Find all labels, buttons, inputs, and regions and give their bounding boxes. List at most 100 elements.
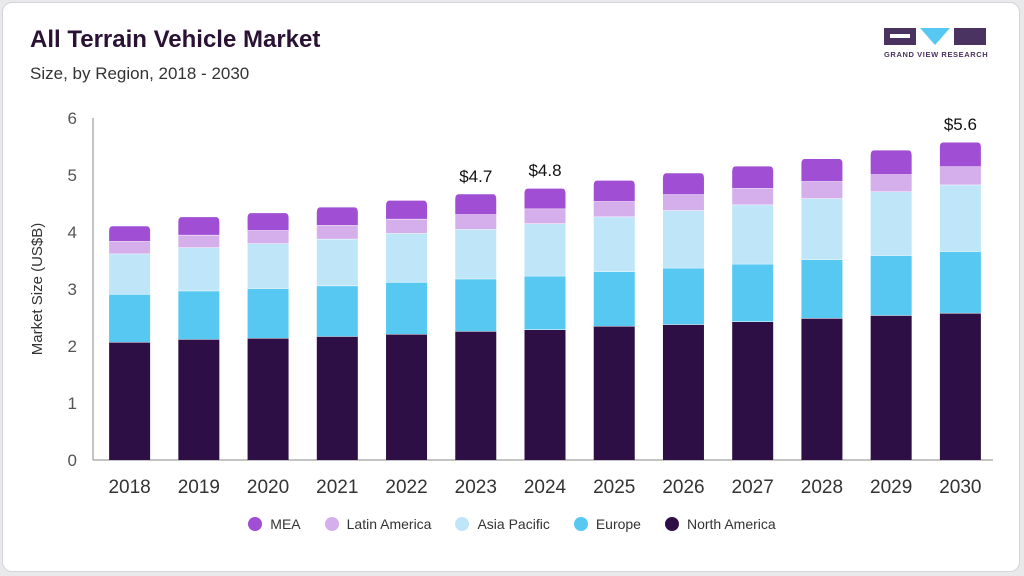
bar-segment	[386, 334, 428, 460]
grand-view-research-logo: GRAND VIEW RESEARCH	[884, 28, 989, 62]
bar-segment	[455, 229, 497, 279]
bar-segment	[109, 241, 151, 254]
bar-segment	[939, 166, 981, 185]
bar-segment	[870, 149, 912, 175]
bar-segment	[593, 271, 635, 327]
bar-segment	[732, 188, 774, 205]
bar-segment	[662, 210, 704, 268]
bar-segment	[247, 230, 289, 244]
bar-segment	[316, 225, 358, 239]
bar-segment	[662, 172, 704, 195]
bar-segment	[939, 251, 981, 313]
bar-segment	[870, 191, 912, 256]
x-tick-label: 2029	[870, 477, 912, 498]
logo-text: GRAND VIEW RESEARCH	[884, 50, 989, 59]
bar-segment	[524, 188, 566, 209]
bar-segment	[455, 278, 497, 332]
legend-swatch	[324, 517, 339, 531]
data-label: $4.8	[528, 161, 561, 180]
chart-subtitle: Size, by Region, 2018 - 2030	[30, 64, 250, 83]
bar-segment	[178, 234, 220, 248]
x-tick-label: 2024	[524, 477, 567, 498]
bar-segment	[524, 329, 566, 460]
bar-segment	[801, 181, 843, 199]
y-tick-label: 4	[68, 223, 77, 242]
bar-segment	[732, 165, 774, 189]
x-tick-label: 2023	[455, 477, 497, 498]
x-tick-label: 2018	[108, 477, 150, 498]
x-tick-label: 2027	[732, 477, 774, 498]
legend-item: Latin America	[324, 516, 431, 532]
bar-segment	[178, 216, 220, 235]
bar-segment	[109, 342, 151, 460]
bar-segment	[801, 158, 843, 182]
legend-swatch	[664, 517, 679, 531]
bar-segment	[316, 336, 358, 460]
legend-label: MEA	[270, 516, 301, 532]
bar-segment	[524, 223, 566, 276]
bar-segment	[316, 285, 358, 337]
bar-segment	[455, 331, 497, 460]
chart-title: All Terrain Vehicle Market	[30, 26, 321, 53]
x-tick-label: 2019	[178, 477, 220, 498]
bar-segment	[316, 238, 358, 286]
bar-segment	[732, 263, 774, 322]
bar-segment	[801, 318, 843, 460]
x-tick-label: 2026	[662, 477, 704, 498]
y-tick-label: 2	[68, 337, 77, 356]
x-tick-label: 2022	[385, 477, 427, 498]
bar-segment	[593, 216, 635, 272]
bar-segment	[316, 206, 358, 226]
bar-segment	[870, 255, 912, 316]
legend-label: Europe	[595, 516, 641, 532]
legend-item: Europe	[573, 516, 641, 532]
legend-item: North America	[664, 516, 776, 532]
bar-segment	[732, 321, 774, 460]
logo-mark-icon	[884, 28, 986, 45]
y-tick-label: 3	[68, 280, 77, 299]
y-tick-label: 5	[68, 166, 77, 185]
bar-segment	[455, 214, 497, 230]
bar-segment	[801, 198, 843, 260]
bar-segment	[386, 233, 428, 283]
x-tick-label: 2030	[939, 477, 981, 498]
bar-segment	[870, 174, 912, 192]
bar-segment	[524, 275, 566, 330]
bar-segment	[939, 141, 981, 167]
legend-swatch	[573, 517, 588, 531]
bar-segment	[732, 204, 774, 264]
legend-label: North America	[686, 516, 776, 532]
bar-segment	[662, 267, 704, 325]
y-tick-label: 6	[68, 109, 77, 128]
y-tick-label: 0	[68, 451, 77, 470]
bar-segment	[178, 290, 220, 340]
y-axis-label: Market Size (US$B)	[29, 223, 46, 356]
bar-segment	[386, 218, 428, 234]
bar-segment	[247, 212, 289, 231]
bar-segment	[247, 243, 289, 289]
bar-segment	[247, 338, 289, 460]
x-tick-label: 2025	[593, 477, 635, 498]
x-tick-label: 2021	[316, 477, 358, 498]
bar-segment	[109, 225, 151, 242]
bar-segment	[386, 200, 428, 219]
legend-item: Asia Pacific	[455, 516, 550, 532]
legend-swatch	[455, 517, 470, 531]
bar-segment	[801, 259, 843, 319]
x-tick-label: 2028	[801, 477, 843, 498]
bar-segment	[939, 184, 981, 252]
bar-segment	[178, 339, 220, 460]
bar-segment	[247, 288, 289, 339]
data-label: $5.6	[944, 115, 977, 134]
data-label: $4.7	[459, 167, 492, 186]
bar-segment	[386, 282, 428, 335]
legend-label: Asia Pacific	[477, 516, 550, 532]
bar-segment	[593, 326, 635, 460]
bar-segment	[939, 312, 981, 460]
bar-segment	[109, 294, 151, 343]
y-tick-label: 1	[68, 394, 77, 413]
bar-segment	[109, 253, 151, 295]
chart-legend: MEA Latin America Asia Pacific Europe North …	[0, 516, 1024, 532]
